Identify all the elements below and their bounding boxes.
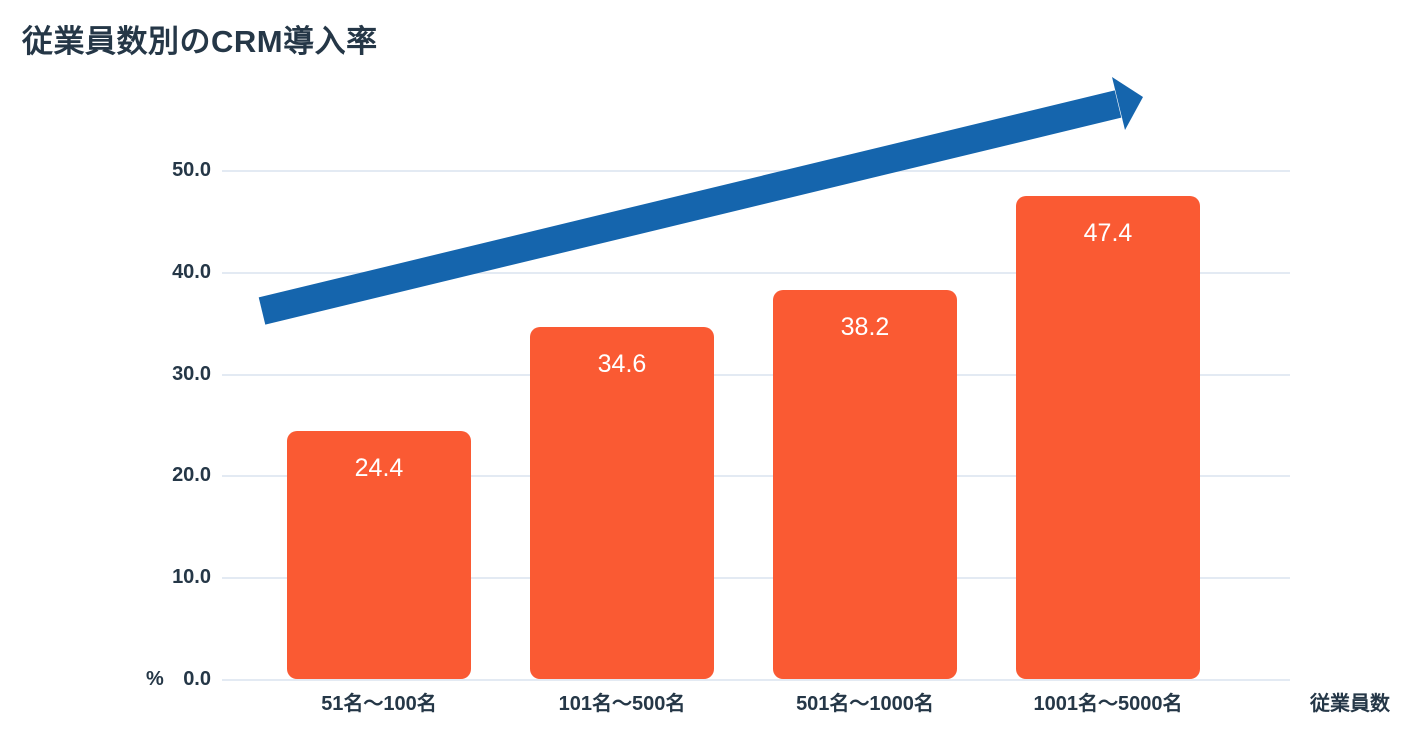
x-tick-label: 101名〜500名	[558, 693, 686, 715]
y-tick-label: 0.0	[183, 668, 211, 690]
y-axis-unit-label: %	[146, 668, 164, 690]
bar-101名〜500名: 34.6	[530, 326, 714, 679]
y-tick-label: 20.0	[172, 464, 211, 487]
bar-value-label: 38.2	[840, 313, 890, 342]
x-tick-label: 51名〜100名	[321, 693, 437, 715]
bar-1001名〜5000名: 47.4	[1016, 196, 1200, 679]
x-tick-label: 1001名〜5000名	[1033, 693, 1183, 715]
gridline	[222, 679, 1290, 681]
bar-51名〜100名: 24.4	[287, 430, 471, 679]
gridline	[222, 373, 1290, 376]
chart-title: 従業員数別のCRM導入率	[22, 24, 378, 59]
x-axis-title: 従業員数	[1310, 693, 1390, 715]
gridline	[222, 170, 1290, 172]
y-tick-label: 50.0	[172, 159, 211, 181]
gridline	[222, 577, 1290, 580]
y-tick-label: 40.0	[172, 260, 211, 283]
gridline	[222, 475, 1290, 478]
x-tick-label: 501名〜1000名	[796, 693, 934, 715]
bar-value-label: 47.4	[1083, 219, 1133, 248]
y-tick-label: 30.0	[172, 362, 211, 385]
y-tick-label: 10.0	[172, 566, 211, 589]
bar-value-label: 24.4	[354, 453, 404, 482]
bar-501名〜1000名: 38.2	[773, 290, 957, 679]
bar-value-label: 34.6	[597, 349, 647, 378]
